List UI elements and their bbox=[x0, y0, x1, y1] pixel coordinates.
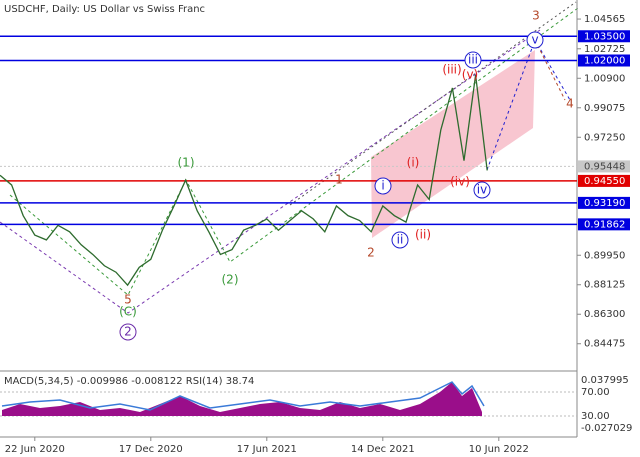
wave-circle bbox=[526, 31, 544, 49]
wave-label: (ii) bbox=[415, 228, 431, 242]
wave-label: 2 bbox=[124, 325, 132, 339]
wave-circle bbox=[119, 323, 137, 341]
level-label-box bbox=[578, 218, 630, 231]
wave-label: (2) bbox=[222, 273, 239, 287]
wave-label: 1 bbox=[335, 173, 343, 187]
wave-label: iv bbox=[477, 183, 487, 197]
y-tick-label: 0.86300 bbox=[584, 309, 625, 320]
level-label-box bbox=[578, 30, 630, 43]
macd-histogram bbox=[2, 382, 482, 416]
y-tick-label: 0.89950 bbox=[584, 250, 625, 261]
wave-label: v bbox=[531, 33, 538, 47]
y-tick-label: 1.02725 bbox=[584, 44, 625, 55]
projection bbox=[534, 39, 566, 101]
chart-title: USDCHF, Daily: US Dollar vs Swiss Franc bbox=[4, 4, 205, 15]
x-tick-label: 22 Jun 2020 bbox=[5, 444, 65, 455]
wave-circle bbox=[391, 231, 409, 249]
wave-label: i bbox=[381, 179, 384, 193]
y-tick-label: 1.04565 bbox=[584, 14, 625, 25]
level-label-box bbox=[578, 54, 630, 67]
y-tick-label: 1.00900 bbox=[584, 73, 625, 84]
x-tick-label: 17 Dec 2020 bbox=[119, 444, 183, 455]
indicator-tick: 70.00 bbox=[581, 387, 610, 398]
trend-line bbox=[0, 29, 541, 314]
y-tick-label: 0.99075 bbox=[584, 103, 625, 114]
indicator-tick: -0.027029 bbox=[581, 423, 632, 434]
x-tick-label: 14 Dec 2021 bbox=[351, 444, 415, 455]
y-tick-label: 0.84475 bbox=[584, 339, 625, 350]
x-tick-label: 17 Jun 2021 bbox=[237, 444, 297, 455]
level-label: 0.93190 bbox=[584, 198, 625, 209]
indicator-label: MACD(5,34,5) -0.009986 -0.008122 RSI(14)… bbox=[4, 376, 254, 387]
wave-circle bbox=[473, 181, 491, 199]
wave-label: 2 bbox=[367, 246, 375, 260]
wave-circle bbox=[374, 177, 392, 195]
price-line bbox=[0, 74, 488, 287]
indicator-tick: 30.00 bbox=[581, 411, 610, 422]
channel bbox=[371, 50, 535, 238]
level-label: 0.94550 bbox=[584, 176, 625, 187]
y-tick-label: 0.97250 bbox=[584, 132, 625, 143]
wave-label: (i) bbox=[407, 156, 420, 170]
wave-label: 4 bbox=[566, 97, 574, 111]
wave-label: iii bbox=[468, 53, 478, 67]
indicator-tick: 0.037995 bbox=[581, 375, 629, 386]
wave-label: (iii) bbox=[442, 63, 461, 77]
wave-label: (iv) bbox=[450, 175, 470, 189]
level-label-box bbox=[578, 174, 630, 187]
wave-circle bbox=[464, 51, 482, 69]
wave-label: ii bbox=[397, 233, 404, 247]
x-tick-label: 10 Jun 2022 bbox=[469, 444, 529, 455]
level-label: 1.02000 bbox=[584, 56, 625, 67]
level-label-box bbox=[578, 160, 630, 173]
y-tick-label: 0.88125 bbox=[584, 280, 625, 291]
wave-label: 3 bbox=[532, 9, 540, 23]
wave-label: 5 bbox=[124, 293, 132, 307]
trend-line bbox=[289, 1, 577, 206]
rsi-line bbox=[1, 381, 485, 411]
wave-label: (v) bbox=[462, 68, 478, 82]
level-label: 1.03500 bbox=[584, 31, 625, 42]
level-label-box bbox=[578, 196, 630, 209]
wave-label: (C) bbox=[119, 305, 137, 319]
level-label: 0.95448 bbox=[584, 161, 625, 172]
level-label: 0.91862 bbox=[584, 219, 625, 230]
wave-label: (1) bbox=[178, 156, 195, 170]
